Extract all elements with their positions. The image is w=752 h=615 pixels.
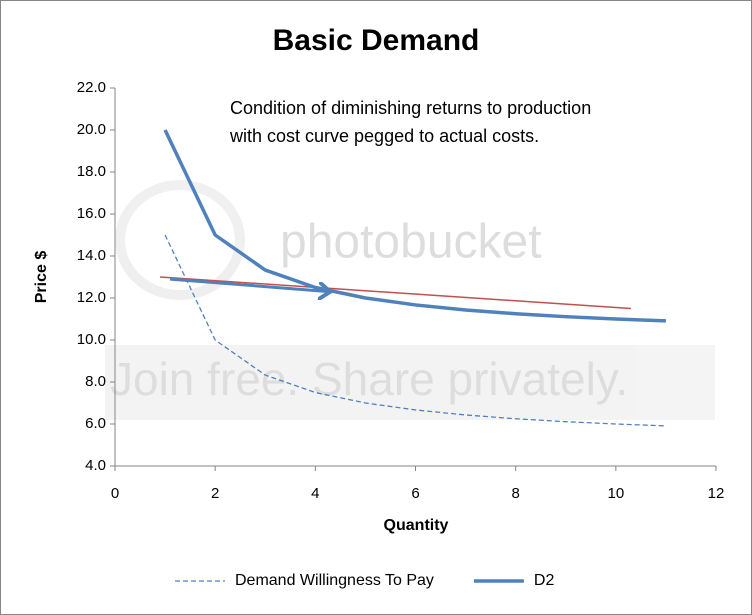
reference-line — [160, 276, 631, 310]
x-tick-label: 2 — [211, 485, 219, 502]
x-tick-label: 8 — [511, 485, 519, 502]
watermark-text: Join free. Share privately. — [110, 353, 628, 405]
x-tick-label: 4 — [311, 485, 319, 502]
series-line — [163, 129, 666, 323]
y-tick-label: 10.0 — [77, 331, 106, 348]
y-tick-label: 12.0 — [77, 289, 106, 306]
x-tick-label: 12 — [708, 485, 725, 502]
y-tick-label: 16.0 — [77, 205, 106, 222]
y-tick-label: 4.0 — [85, 457, 106, 474]
annotation: Condition of diminishing returns to prod… — [230, 98, 591, 118]
watermark-logo — [115, 180, 245, 300]
y-tick-label: 6.0 — [85, 415, 106, 432]
y-tick-label: 20.0 — [77, 121, 106, 138]
x-tick-label: 10 — [607, 485, 624, 502]
y-tick-label: 14.0 — [77, 247, 106, 264]
annotation-arrow — [169, 277, 330, 292]
watermark: photobucket Join free. Share privately. — [105, 180, 715, 420]
watermark-band — [105, 345, 715, 420]
x-axis-label: Quantity — [384, 517, 449, 534]
watermark-text: photobucket — [280, 216, 542, 269]
y-axis-label: Price $ — [33, 251, 50, 304]
series-line — [164, 234, 666, 427]
y-tick-label: 18.0 — [77, 163, 106, 180]
chart-title: Basic Demand — [273, 24, 480, 57]
legend-label: D2 — [534, 572, 555, 589]
legend-label: Demand Willingness To Pay — [235, 572, 434, 589]
y-tick-label: 8.0 — [85, 373, 106, 390]
y-tick-label: 22.0 — [77, 79, 106, 96]
annotation: with cost curve pegged to actual costs. — [229, 126, 539, 146]
x-tick-label: 6 — [411, 485, 419, 502]
x-tick-label: 0 — [111, 485, 119, 502]
